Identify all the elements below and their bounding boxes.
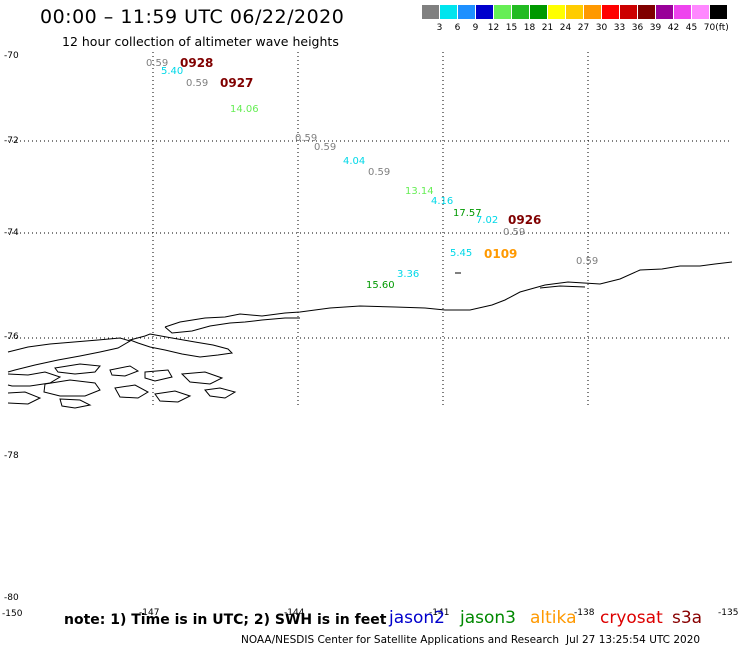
legend-value: 3 (436, 23, 443, 33)
pass-time-label: 0109 (484, 247, 518, 261)
lat-label: -74 (4, 228, 19, 238)
legend-value: 27 (577, 23, 590, 33)
wave-height-label: 14.06 (230, 104, 259, 115)
wave-height-label: 17.57 (453, 208, 482, 219)
mission-jason2: jason2 (389, 608, 445, 628)
wave-height-label: 0.59 (146, 58, 169, 69)
lon-label: -135 (718, 608, 739, 618)
legend-value: 9 (472, 23, 479, 33)
generated-timestamp: Jul 27 13:25:54 UTC 2020 (566, 634, 701, 646)
legend-swatch (458, 5, 475, 19)
legend-unit: (ft) (715, 23, 729, 33)
legend-value: 39 (649, 23, 662, 33)
legend-value: 24 (559, 23, 572, 33)
mission-s3a: s3a (672, 608, 703, 628)
legend-value: 45 (685, 23, 698, 33)
lat-label: -78 (4, 451, 19, 461)
pass-time-label: 0926 (508, 213, 542, 227)
legend-swatch (602, 5, 619, 19)
legend-swatch (422, 5, 439, 19)
legend-swatch (476, 5, 493, 19)
legend-swatch (440, 5, 457, 19)
legend-value: 30 (595, 23, 608, 33)
wave-height-label: 15.60 (366, 280, 395, 291)
wave-height-label: 5.45 (450, 248, 473, 259)
pass-time-label: 0928 (180, 56, 214, 70)
graticule (8, 52, 732, 408)
legend-swatch (710, 5, 727, 19)
legend-swatch (494, 5, 511, 19)
legend-value: 15 (505, 23, 518, 33)
lon-label: -147 (139, 608, 160, 618)
legend-value: 36 (631, 23, 644, 33)
wave-height-label: 0.59 (295, 133, 318, 144)
legend-value: 33 (613, 23, 626, 33)
wave-height-label: 4.16 (431, 196, 454, 207)
wave-height-label: 7.02 (476, 215, 499, 226)
pass-time-label: 0927 (220, 76, 254, 90)
credit-line: NOAA/NESDIS Center for Satellite Applica… (241, 634, 559, 646)
lat-label: -72 (4, 136, 19, 146)
wave-height-label: 0.59 (576, 256, 599, 267)
legend-swatch (566, 5, 583, 19)
lon-label: -138 (574, 608, 595, 618)
wave-height-label: 0.59 (368, 167, 391, 178)
map-title: 00:00 – 11:59 UTC 06/22/2020 (40, 6, 345, 28)
legend-value: 21 (541, 23, 554, 33)
wave-height-label: 13.14 (405, 186, 434, 197)
legend-swatch (548, 5, 565, 19)
wave-height-label: 3.36 (397, 269, 420, 280)
legend-swatch (656, 5, 673, 19)
legend-swatch (530, 5, 547, 19)
lat-label: -80 (4, 593, 19, 603)
mission-jason3: jason3 (460, 608, 516, 628)
legend-value: 42 (667, 23, 680, 33)
legend-swatch (620, 5, 637, 19)
wave-height-label: 0.59 (503, 227, 526, 238)
legend-value: 12 (487, 23, 500, 33)
legend-swatch (638, 5, 655, 19)
legend-swatch (512, 5, 529, 19)
wave-height-label: 0.59 (186, 78, 209, 89)
map-subtitle: 12 hour collection of altimeter wave hei… (62, 34, 339, 49)
lon-label: -141 (429, 608, 450, 618)
legend-value: 18 (523, 23, 536, 33)
wave-height-label: 5.40 (161, 66, 184, 77)
legend-swatch (692, 5, 709, 19)
wave-height-label: 0.59 (314, 142, 337, 153)
mission-altika: altika (530, 608, 577, 628)
lon-label: -144 (284, 608, 305, 618)
coastline (7, 261, 733, 409)
lat-label: -70 (4, 51, 19, 61)
legend-swatch (674, 5, 691, 19)
wave-height-label: 4.04 (343, 156, 366, 167)
legend-value: 70 (703, 23, 716, 33)
lat-label: -76 (4, 332, 19, 342)
units-note: note: 1) Time is in UTC; 2) SWH is in fe… (64, 612, 387, 628)
legend-swatch (584, 5, 601, 19)
lon-label: -150 (2, 609, 23, 619)
legend-value: 6 (454, 23, 461, 33)
mission-cryosat: cryosat (600, 608, 663, 628)
